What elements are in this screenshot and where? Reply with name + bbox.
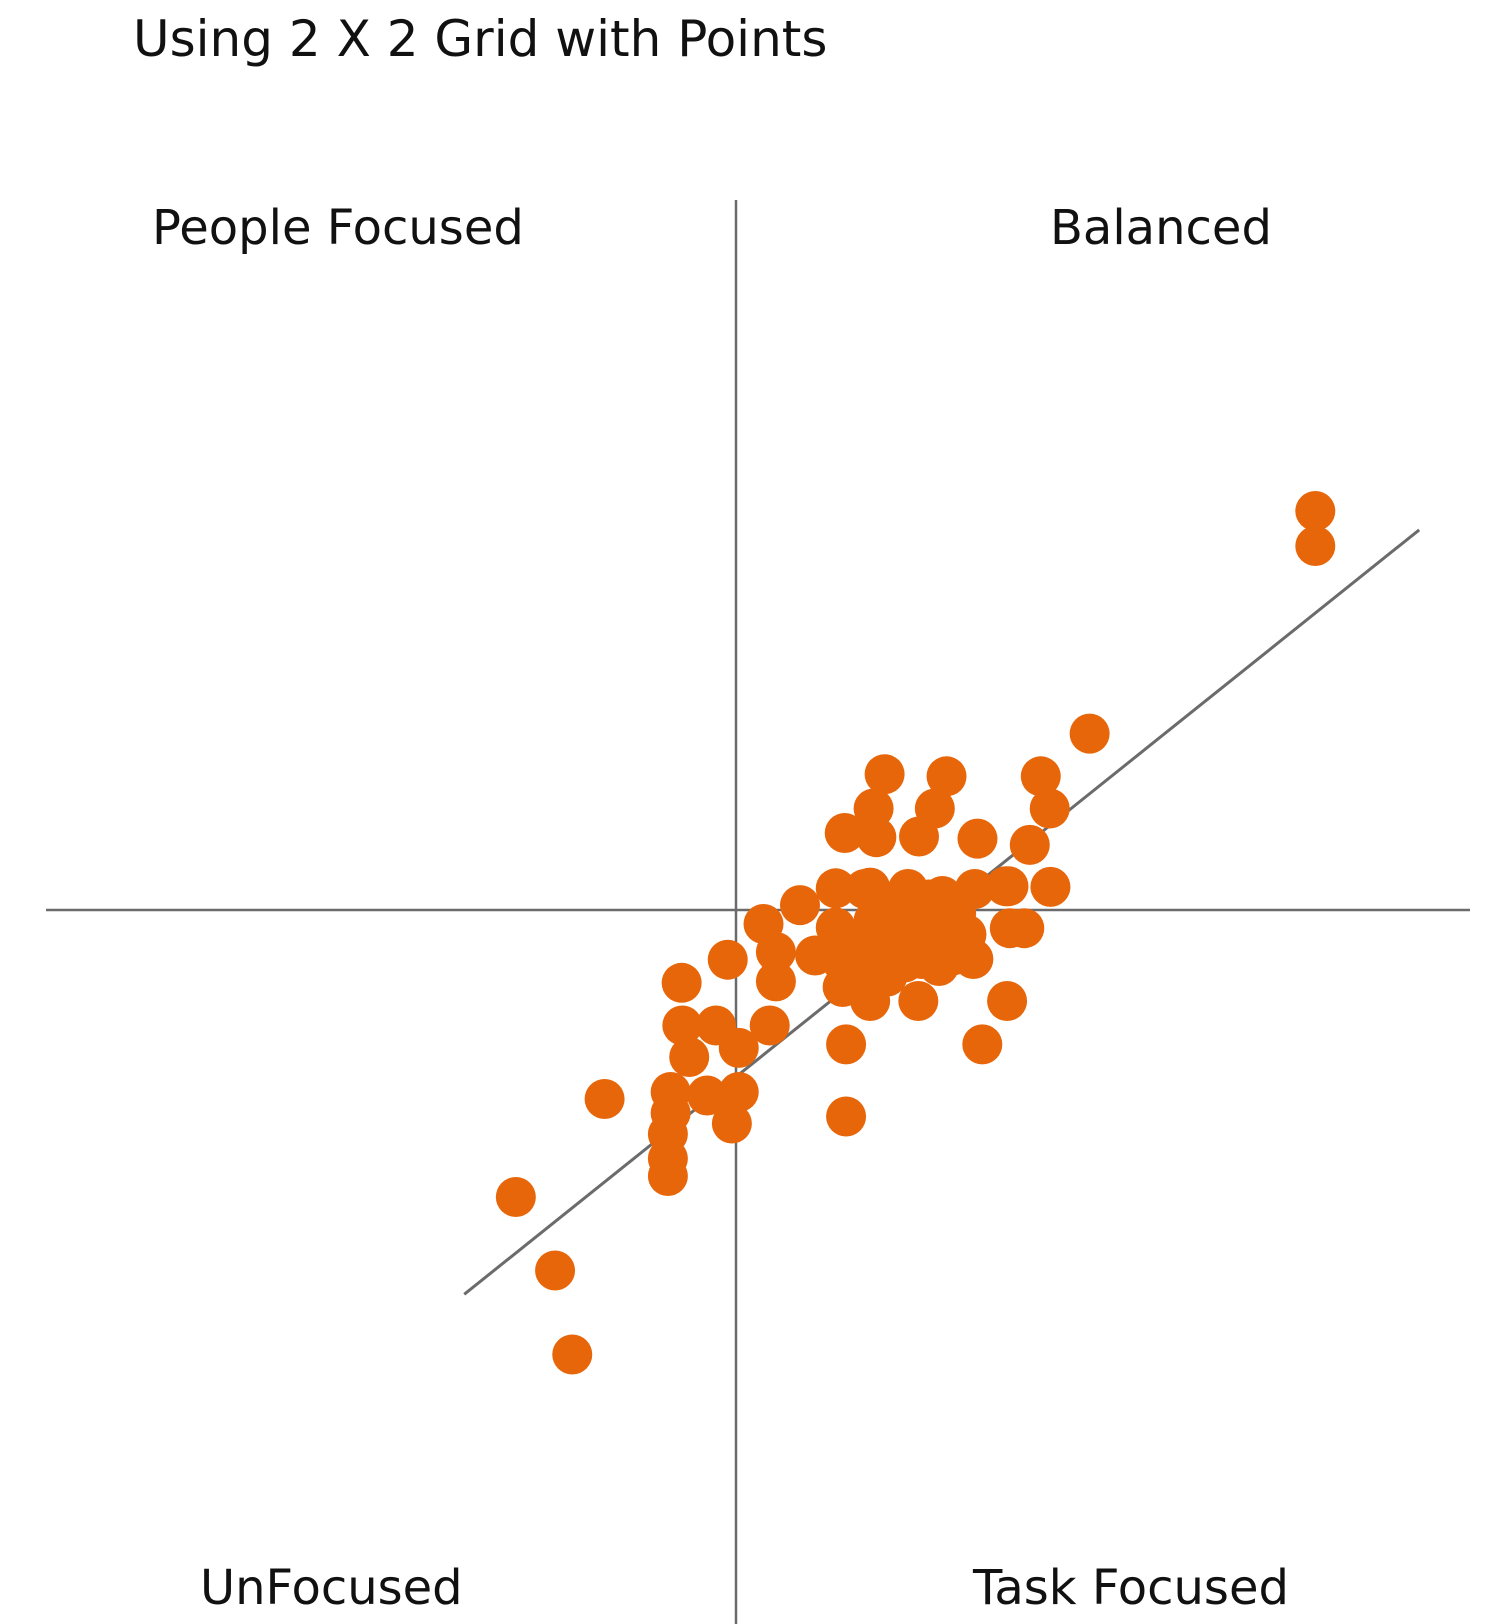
data-point-4 xyxy=(1020,756,1061,797)
data-point-75 xyxy=(495,1177,536,1217)
data-point-6 xyxy=(1009,824,1050,865)
data-point-19 xyxy=(824,813,865,853)
data-point-71 xyxy=(962,1024,1003,1065)
data-point-12 xyxy=(926,756,967,797)
data-point-1 xyxy=(1295,491,1336,531)
data-point-54 xyxy=(707,939,748,980)
data-point-44 xyxy=(795,935,836,976)
data-point-67 xyxy=(647,1156,688,1196)
data-point-61 xyxy=(718,1072,759,1112)
data-point-51 xyxy=(755,932,796,972)
data-point-46 xyxy=(850,981,891,1021)
data-point-16 xyxy=(853,788,894,829)
data-point-49 xyxy=(779,885,820,926)
scatter-points xyxy=(495,491,1336,1375)
data-point-11 xyxy=(957,818,998,859)
quadrant-label-unfocused: UnFocused xyxy=(200,1560,463,1616)
data-point-72 xyxy=(987,981,1028,1021)
data-point-47 xyxy=(898,981,939,1021)
data-point-43 xyxy=(815,907,856,948)
data-point-2 xyxy=(1295,526,1336,566)
data-point-5 xyxy=(1029,788,1070,829)
quadrant-label-people-focused: People Focused xyxy=(152,200,524,256)
data-point-14 xyxy=(899,816,940,857)
data-point-17 xyxy=(856,817,897,858)
data-point-15 xyxy=(864,754,905,795)
data-point-52 xyxy=(755,961,796,1002)
data-point-7 xyxy=(1030,866,1071,907)
data-point-62 xyxy=(687,1075,728,1116)
quadrant-label-balanced: Balanced xyxy=(1050,200,1272,256)
data-point-48 xyxy=(953,939,994,979)
data-point-55 xyxy=(661,962,702,1003)
data-point-20 xyxy=(815,868,856,909)
data-point-74 xyxy=(988,866,1029,907)
data-point-76 xyxy=(535,1250,576,1291)
data-point-53 xyxy=(749,1005,790,1046)
data-point-63 xyxy=(584,1079,625,1119)
data-point-59 xyxy=(718,1027,759,1068)
data-point-42 xyxy=(853,900,894,941)
chart-title: Using 2 X 2 Grid with Points xyxy=(133,10,827,68)
data-point-69 xyxy=(826,1024,867,1065)
data-point-70 xyxy=(826,1096,867,1137)
quadrant-label-task-focused: Task Focused xyxy=(972,1560,1289,1616)
data-point-77 xyxy=(552,1334,593,1375)
data-point-68 xyxy=(711,1103,752,1144)
data-point-73 xyxy=(1004,908,1045,949)
data-point-58 xyxy=(669,1037,710,1077)
data-point-3 xyxy=(1069,713,1110,754)
data-point-56 xyxy=(662,1005,703,1046)
